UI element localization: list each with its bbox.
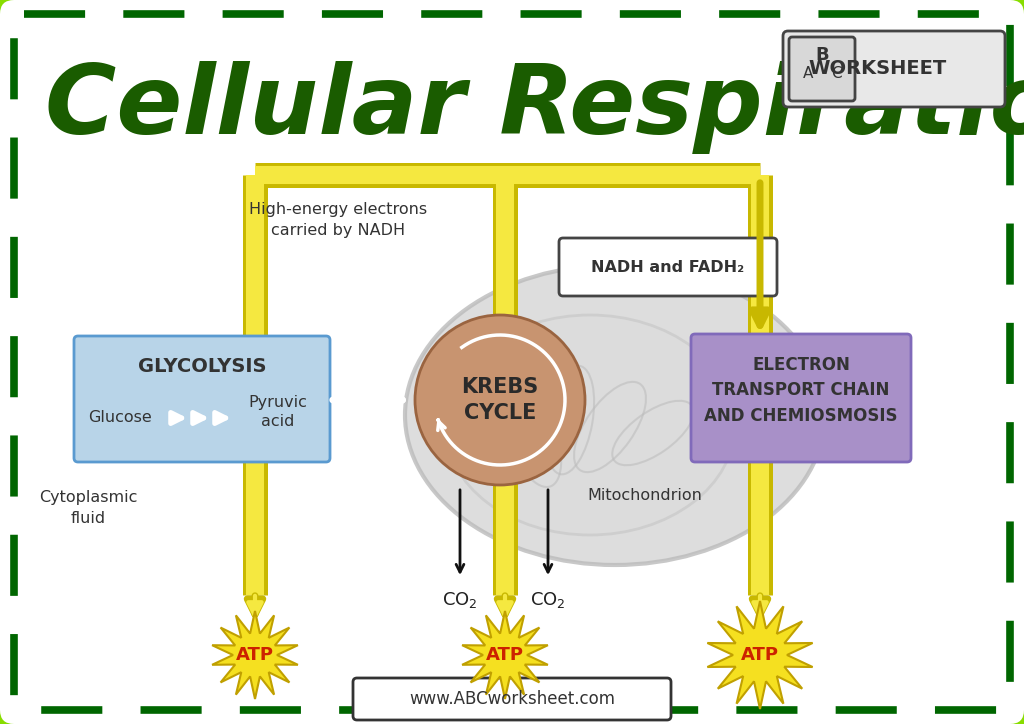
Text: Pyruvic
acid: Pyruvic acid xyxy=(249,395,307,429)
Ellipse shape xyxy=(406,265,825,565)
Text: ATP: ATP xyxy=(486,646,524,664)
Text: CYCLE: CYCLE xyxy=(464,403,537,423)
FancyBboxPatch shape xyxy=(691,334,911,462)
Text: CO$_2$: CO$_2$ xyxy=(442,590,478,610)
Text: ATP: ATP xyxy=(741,646,779,664)
Text: TRANSPORT CHAIN: TRANSPORT CHAIN xyxy=(713,381,890,399)
FancyBboxPatch shape xyxy=(353,678,671,720)
FancyBboxPatch shape xyxy=(74,336,330,462)
Text: B: B xyxy=(815,46,828,64)
Text: WORKSHEET: WORKSHEET xyxy=(809,59,947,78)
Polygon shape xyxy=(462,611,548,699)
Text: High-energy electrons
carried by NADH: High-energy electrons carried by NADH xyxy=(249,202,427,238)
Text: A: A xyxy=(803,67,813,82)
Text: NADH and FADH₂: NADH and FADH₂ xyxy=(592,259,744,274)
FancyBboxPatch shape xyxy=(559,238,777,296)
Text: AND CHEMIOSMOSIS: AND CHEMIOSMOSIS xyxy=(705,407,898,425)
Polygon shape xyxy=(212,611,298,699)
Text: www.ABCworksheet.com: www.ABCworksheet.com xyxy=(409,690,615,708)
Text: GLYCOLYSIS: GLYCOLYSIS xyxy=(138,356,266,376)
Text: C: C xyxy=(830,67,842,82)
Text: KREBS: KREBS xyxy=(462,377,539,397)
Ellipse shape xyxy=(445,315,735,535)
Text: Cellular Respiration: Cellular Respiration xyxy=(45,62,1024,154)
FancyBboxPatch shape xyxy=(783,31,1005,107)
Text: Cytoplasmic
fluid: Cytoplasmic fluid xyxy=(39,490,137,526)
FancyBboxPatch shape xyxy=(790,37,855,101)
Circle shape xyxy=(415,315,585,485)
Text: Mitochondrion: Mitochondrion xyxy=(588,488,702,503)
Text: CO$_2$: CO$_2$ xyxy=(530,590,566,610)
Text: ELECTRON: ELECTRON xyxy=(752,356,850,374)
Text: ATP: ATP xyxy=(236,646,274,664)
Polygon shape xyxy=(708,601,813,709)
Text: Glucose: Glucose xyxy=(88,411,152,426)
